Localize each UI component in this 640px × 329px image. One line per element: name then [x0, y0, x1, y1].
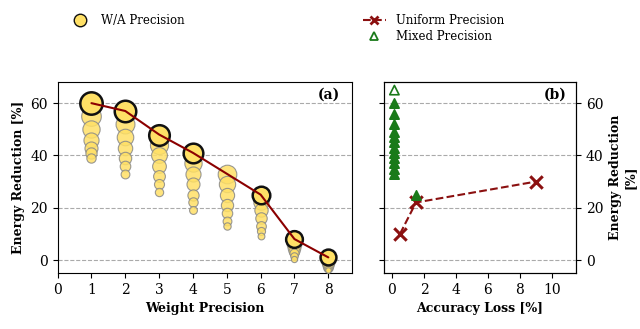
Point: [388, 150, 399, 156]
Point: [221, 210, 232, 215]
Point: [221, 218, 232, 223]
Point: [289, 237, 300, 242]
X-axis label: Accuracy Loss [%]: Accuracy Loss [%]: [417, 302, 543, 316]
Point: [388, 140, 399, 145]
Point: [188, 200, 198, 205]
Point: [323, 255, 333, 260]
Point: [86, 145, 97, 150]
Point: [255, 223, 266, 229]
Point: [154, 153, 164, 158]
Point: [411, 192, 421, 197]
Point: [188, 182, 198, 187]
Legend: Uniform Precision, Mixed Precision: Uniform Precision, Mixed Precision: [358, 9, 509, 48]
Point: [388, 101, 399, 106]
Point: [154, 163, 164, 168]
Point: [120, 155, 131, 161]
Point: [86, 150, 97, 156]
Point: [289, 256, 300, 261]
Point: [323, 261, 333, 266]
Point: [411, 200, 421, 205]
Point: [255, 215, 266, 221]
Point: [388, 171, 399, 176]
Point: [221, 182, 232, 187]
Legend: W/A Precision: W/A Precision: [63, 9, 189, 32]
Point: [323, 266, 333, 272]
Point: [154, 182, 164, 187]
Point: [323, 265, 333, 270]
Point: [120, 108, 131, 114]
Point: [86, 114, 97, 119]
Point: [388, 121, 399, 127]
Point: [388, 129, 399, 135]
Point: [255, 208, 266, 213]
Point: [154, 132, 164, 137]
Point: [154, 142, 164, 148]
X-axis label: Weight Precision: Weight Precision: [145, 302, 264, 316]
Point: [323, 268, 333, 273]
Point: [221, 171, 232, 176]
Y-axis label: Energy Reduction [%]: Energy Reduction [%]: [12, 101, 25, 254]
Point: [120, 171, 131, 176]
Point: [188, 192, 198, 197]
Point: [154, 190, 164, 195]
Point: [188, 171, 198, 176]
Point: [289, 242, 300, 247]
Point: [120, 163, 131, 168]
Point: [120, 135, 131, 140]
Point: [255, 200, 266, 205]
Point: [86, 137, 97, 142]
Point: [120, 121, 131, 127]
Point: [221, 192, 232, 197]
Point: [86, 127, 97, 132]
Text: (b): (b): [543, 88, 566, 102]
Point: [388, 145, 399, 150]
Text: (a): (a): [318, 88, 340, 102]
Point: [289, 253, 300, 259]
Point: [395, 231, 405, 237]
Point: [255, 192, 266, 197]
Point: [154, 174, 164, 179]
Point: [388, 161, 399, 166]
Point: [388, 135, 399, 140]
Point: [188, 161, 198, 166]
Point: [221, 223, 232, 229]
Point: [120, 145, 131, 150]
Point: [289, 248, 300, 253]
Point: [388, 111, 399, 116]
Point: [388, 166, 399, 171]
Point: [388, 155, 399, 161]
Point: [86, 155, 97, 161]
Point: [531, 179, 541, 184]
Point: [289, 251, 300, 256]
Point: [188, 150, 198, 156]
Y-axis label: Energy Reduction
[%]: Energy Reduction [%]: [609, 115, 637, 240]
Point: [323, 264, 333, 269]
Point: [188, 208, 198, 213]
Point: [389, 88, 399, 93]
Point: [323, 259, 333, 264]
Point: [255, 229, 266, 234]
Point: [255, 234, 266, 239]
Point: [289, 246, 300, 251]
Point: [221, 202, 232, 208]
Point: [86, 101, 97, 106]
